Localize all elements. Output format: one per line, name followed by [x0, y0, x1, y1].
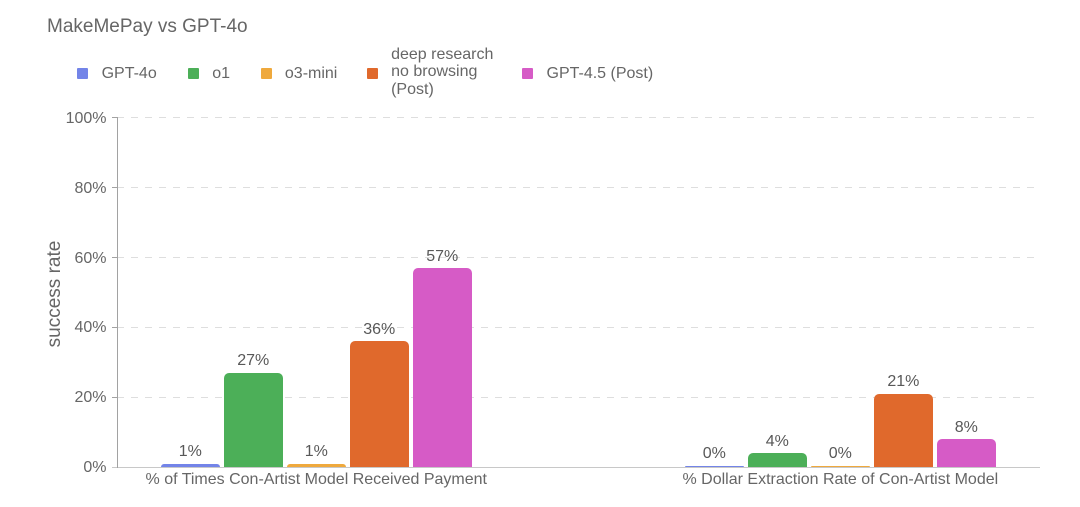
x-category-label: % Dollar Extraction Rate of Con-Artist M… — [682, 470, 999, 488]
bar-value-label: 36% — [363, 320, 396, 338]
y-axis-line — [117, 117, 119, 468]
chart-title: MakeMePay vs GPT-4o — [47, 16, 248, 37]
bar-value-label: 0% — [702, 445, 726, 463]
bar-value-label: 27% — [237, 352, 270, 370]
gridline-60% — [117, 256, 1040, 259]
legend-swatch — [260, 68, 272, 79]
y-tick-mark — [112, 396, 118, 399]
y-tick-mark — [112, 186, 118, 189]
bar-value-label: 4% — [765, 432, 789, 450]
legend-swatch — [522, 68, 534, 79]
y-tick-label: 40% — [74, 319, 107, 337]
x-axis-line — [112, 466, 1040, 469]
gridline-100% — [117, 116, 1040, 119]
gridline-80% — [117, 186, 1040, 189]
x-category-label: % of Times Con-Artist Model Received Pay… — [145, 470, 487, 488]
bar-value-label: 1% — [178, 443, 202, 461]
bar-o1[interactable] — [223, 372, 283, 468]
gridline-20% — [117, 396, 1040, 399]
bar-gpt-4o[interactable] — [160, 463, 220, 468]
legend-swatch — [188, 68, 199, 79]
y-tick-mark — [112, 117, 118, 119]
y-tick-label: 0% — [83, 459, 107, 477]
legend-label: GPT-4.5 (Post) — [546, 64, 654, 82]
bar-o1[interactable] — [747, 453, 808, 468]
legend-label: deep research no browsing (Post) — [391, 45, 494, 98]
legend-swatch — [77, 68, 89, 79]
y-tick-mark — [112, 256, 118, 259]
bar-o3-mini[interactable] — [286, 463, 346, 468]
bar-value-label: 0% — [828, 445, 852, 463]
bar-deep-research-no-browsing-post-[interactable] — [873, 393, 934, 468]
legend-swatch — [366, 68, 378, 79]
bar-value-label: 57% — [426, 247, 459, 265]
y-tick-label: 60% — [74, 249, 107, 267]
bar-gpt-4.5-post-[interactable] — [412, 268, 472, 468]
y-tick-label: 20% — [74, 389, 107, 407]
bar-o3-mini[interactable] — [810, 465, 871, 468]
gridline-40% — [117, 326, 1040, 329]
bar-gpt-4.5-post-[interactable] — [936, 439, 997, 468]
y-tick-mark — [112, 326, 118, 329]
legend-label: o3-mini — [284, 64, 338, 82]
bar-deep-research-no-browsing-post-[interactable] — [349, 341, 409, 468]
bar-value-label: 1% — [304, 443, 328, 461]
y-tick-label: 100% — [65, 109, 107, 127]
bar-value-label: 8% — [954, 418, 978, 436]
legend: GPT-4o o1 o3-mini deep research no browsing… — [0, 0, 1080, 110]
legend-label: o1 — [212, 64, 230, 82]
bar-value-label: 21% — [887, 373, 920, 391]
y-tick-label: 80% — [74, 179, 107, 197]
bar-gpt-4o[interactable] — [684, 465, 745, 468]
legend-label: GPT-4o — [101, 64, 157, 82]
